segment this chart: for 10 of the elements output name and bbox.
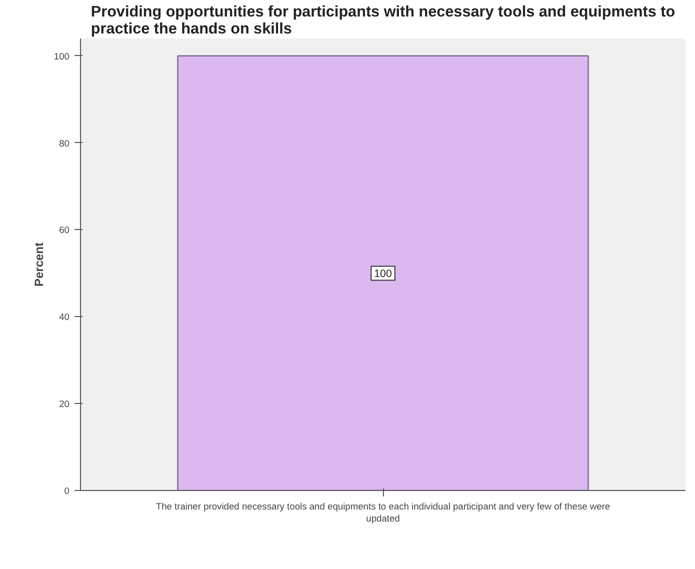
y-tick-label: 40 [59,312,70,322]
y-tick-label: 60 [59,225,70,236]
x-tick-label: The trainer provided necessary tools and equipments to each individual participant and very few of these were updated [156,502,610,524]
chart-title: Providing opportunities for participants with necessary tools and equipments to practice the hands on skills [90,4,676,38]
y-tick-label: 100 [54,51,70,62]
y-tick-label: 0 [64,486,70,496]
y-tick-label: 80 [59,138,70,148]
y-tick-label: 20 [59,399,70,410]
data-label: 100 [374,268,392,280]
y-axis-title: Percent [32,242,46,287]
